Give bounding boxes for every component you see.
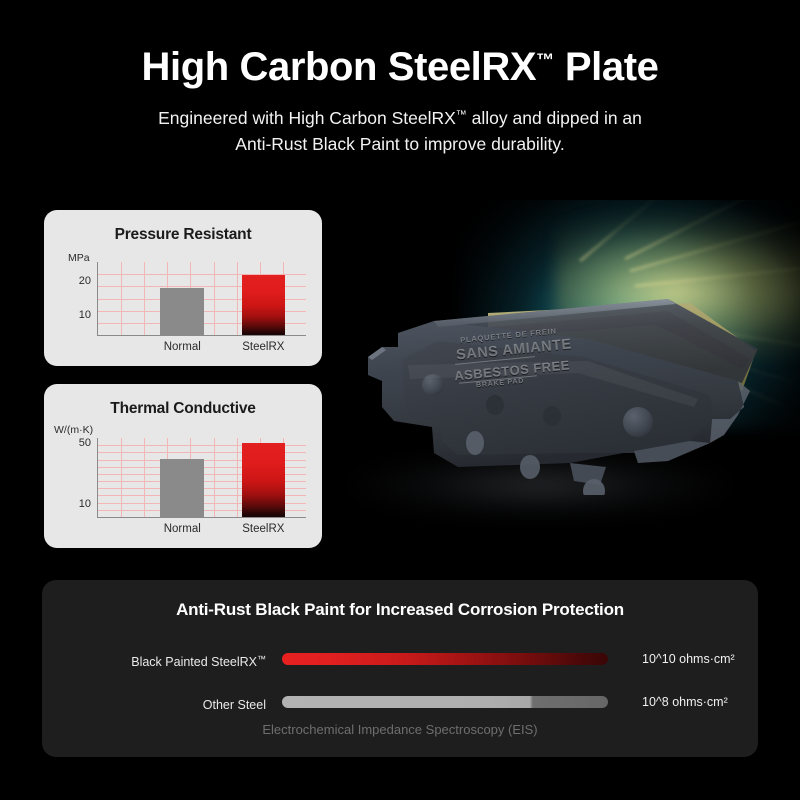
- gridline-vertical: [236, 262, 238, 335]
- page-title-main: High Carbon SteelRX: [141, 45, 537, 89]
- corrosion-row-label-text: Black Painted SteelRX: [131, 655, 257, 669]
- subtitle-line1-b: alloy and dipped in an: [466, 108, 642, 129]
- gridline-vertical: [144, 262, 146, 335]
- x-tick-label: SteelRX: [242, 341, 285, 353]
- chart-plot-area: 50 10 Normal SteelRX: [79, 437, 306, 535]
- chart-title: Thermal Conductive: [110, 400, 256, 417]
- bar-normal: [160, 288, 205, 335]
- page-title-tail: Plate: [554, 45, 659, 89]
- gridline-vertical: [121, 438, 123, 517]
- header: High Carbon SteelRX™ Plate Engineered wi…: [0, 45, 800, 157]
- page-title: High Carbon SteelRX™ Plate: [0, 45, 800, 89]
- corrosion-row-label: Other Steel: [62, 690, 266, 717]
- corrosion-row-label: Black Painted SteelRX™: [62, 647, 266, 674]
- corrosion-panel: Anti-Rust Black Paint for Increased Corr…: [42, 580, 758, 757]
- corrosion-bar-track: [282, 696, 608, 708]
- bar-normal: [160, 458, 205, 517]
- chart-unit-label: W/(m·K): [54, 424, 94, 436]
- gridline-vertical: [236, 438, 238, 517]
- chart-unit-label: MPa: [68, 252, 90, 264]
- brake-pad: PLAQUETTE DE FREIN SANS AMIANTE ASBESTOS…: [338, 295, 790, 495]
- y-tick-label: 10: [78, 309, 91, 322]
- x-tick-label: Normal: [163, 341, 201, 353]
- y-tick-label: 20: [78, 274, 91, 287]
- corrosion-bar-fill-steelrx: [282, 653, 608, 665]
- y-tick-label: 10: [78, 498, 91, 511]
- corrosion-footnote: Electrochemical Impedance Spectroscopy (…: [262, 722, 538, 737]
- subtitle-line2: Anti-Rust Black Paint to improve durabil…: [235, 133, 565, 154]
- chart-title: Pressure Resistant: [114, 226, 252, 243]
- corrosion-row: Black Painted SteelRX™ 10^10 ohms·cm²: [42, 647, 758, 671]
- y-tick-label: 50: [78, 436, 91, 449]
- product-image: PLAQUETTE DE FREIN SANS AMIANTE ASBESTOS…: [330, 200, 800, 560]
- bar-steelrx: [241, 275, 286, 335]
- gridline-vertical: [213, 438, 215, 517]
- bar-steelrx: [241, 442, 286, 517]
- corrosion-row-value: 10^8 ohms·cm²: [642, 695, 728, 709]
- trademark-symbol: ™: [536, 50, 555, 70]
- chart-card-pressure-resistant: Pressure Resistant MPa 20 10 Normal Stee…: [44, 210, 322, 366]
- gridline-vertical: [121, 262, 123, 335]
- x-tick-label: SteelRX: [242, 523, 285, 535]
- gridline-vertical: [144, 438, 146, 517]
- subtitle-line1-a: Engineered with High Carbon SteelRX: [158, 108, 456, 129]
- corrosion-row-value: 10^10 ohms·cm²: [642, 652, 735, 666]
- chart-plot-area: 20 10 Normal SteelRX: [79, 262, 306, 353]
- x-tick-label: Normal: [163, 523, 201, 535]
- page-subtitle: Engineered with High Carbon SteelRX™ all…: [0, 89, 800, 157]
- corrosion-row-label-text: Other Steel: [202, 698, 266, 712]
- corrosion-title: Anti-Rust Black Paint for Increased Corr…: [176, 600, 624, 619]
- corrosion-bar-track: [282, 653, 608, 665]
- gridline-vertical: [213, 262, 215, 335]
- corrosion-bar-fill-other-steel: [282, 696, 608, 708]
- subtitle-trademark-symbol: ™: [455, 109, 467, 122]
- chart-card-thermal-conductive: Thermal Conductive W/(m·K) 50 10 Normal …: [44, 384, 322, 548]
- corrosion-row: Other Steel 10^8 ohms·cm²: [42, 690, 758, 714]
- trademark-symbol: ™: [257, 654, 266, 664]
